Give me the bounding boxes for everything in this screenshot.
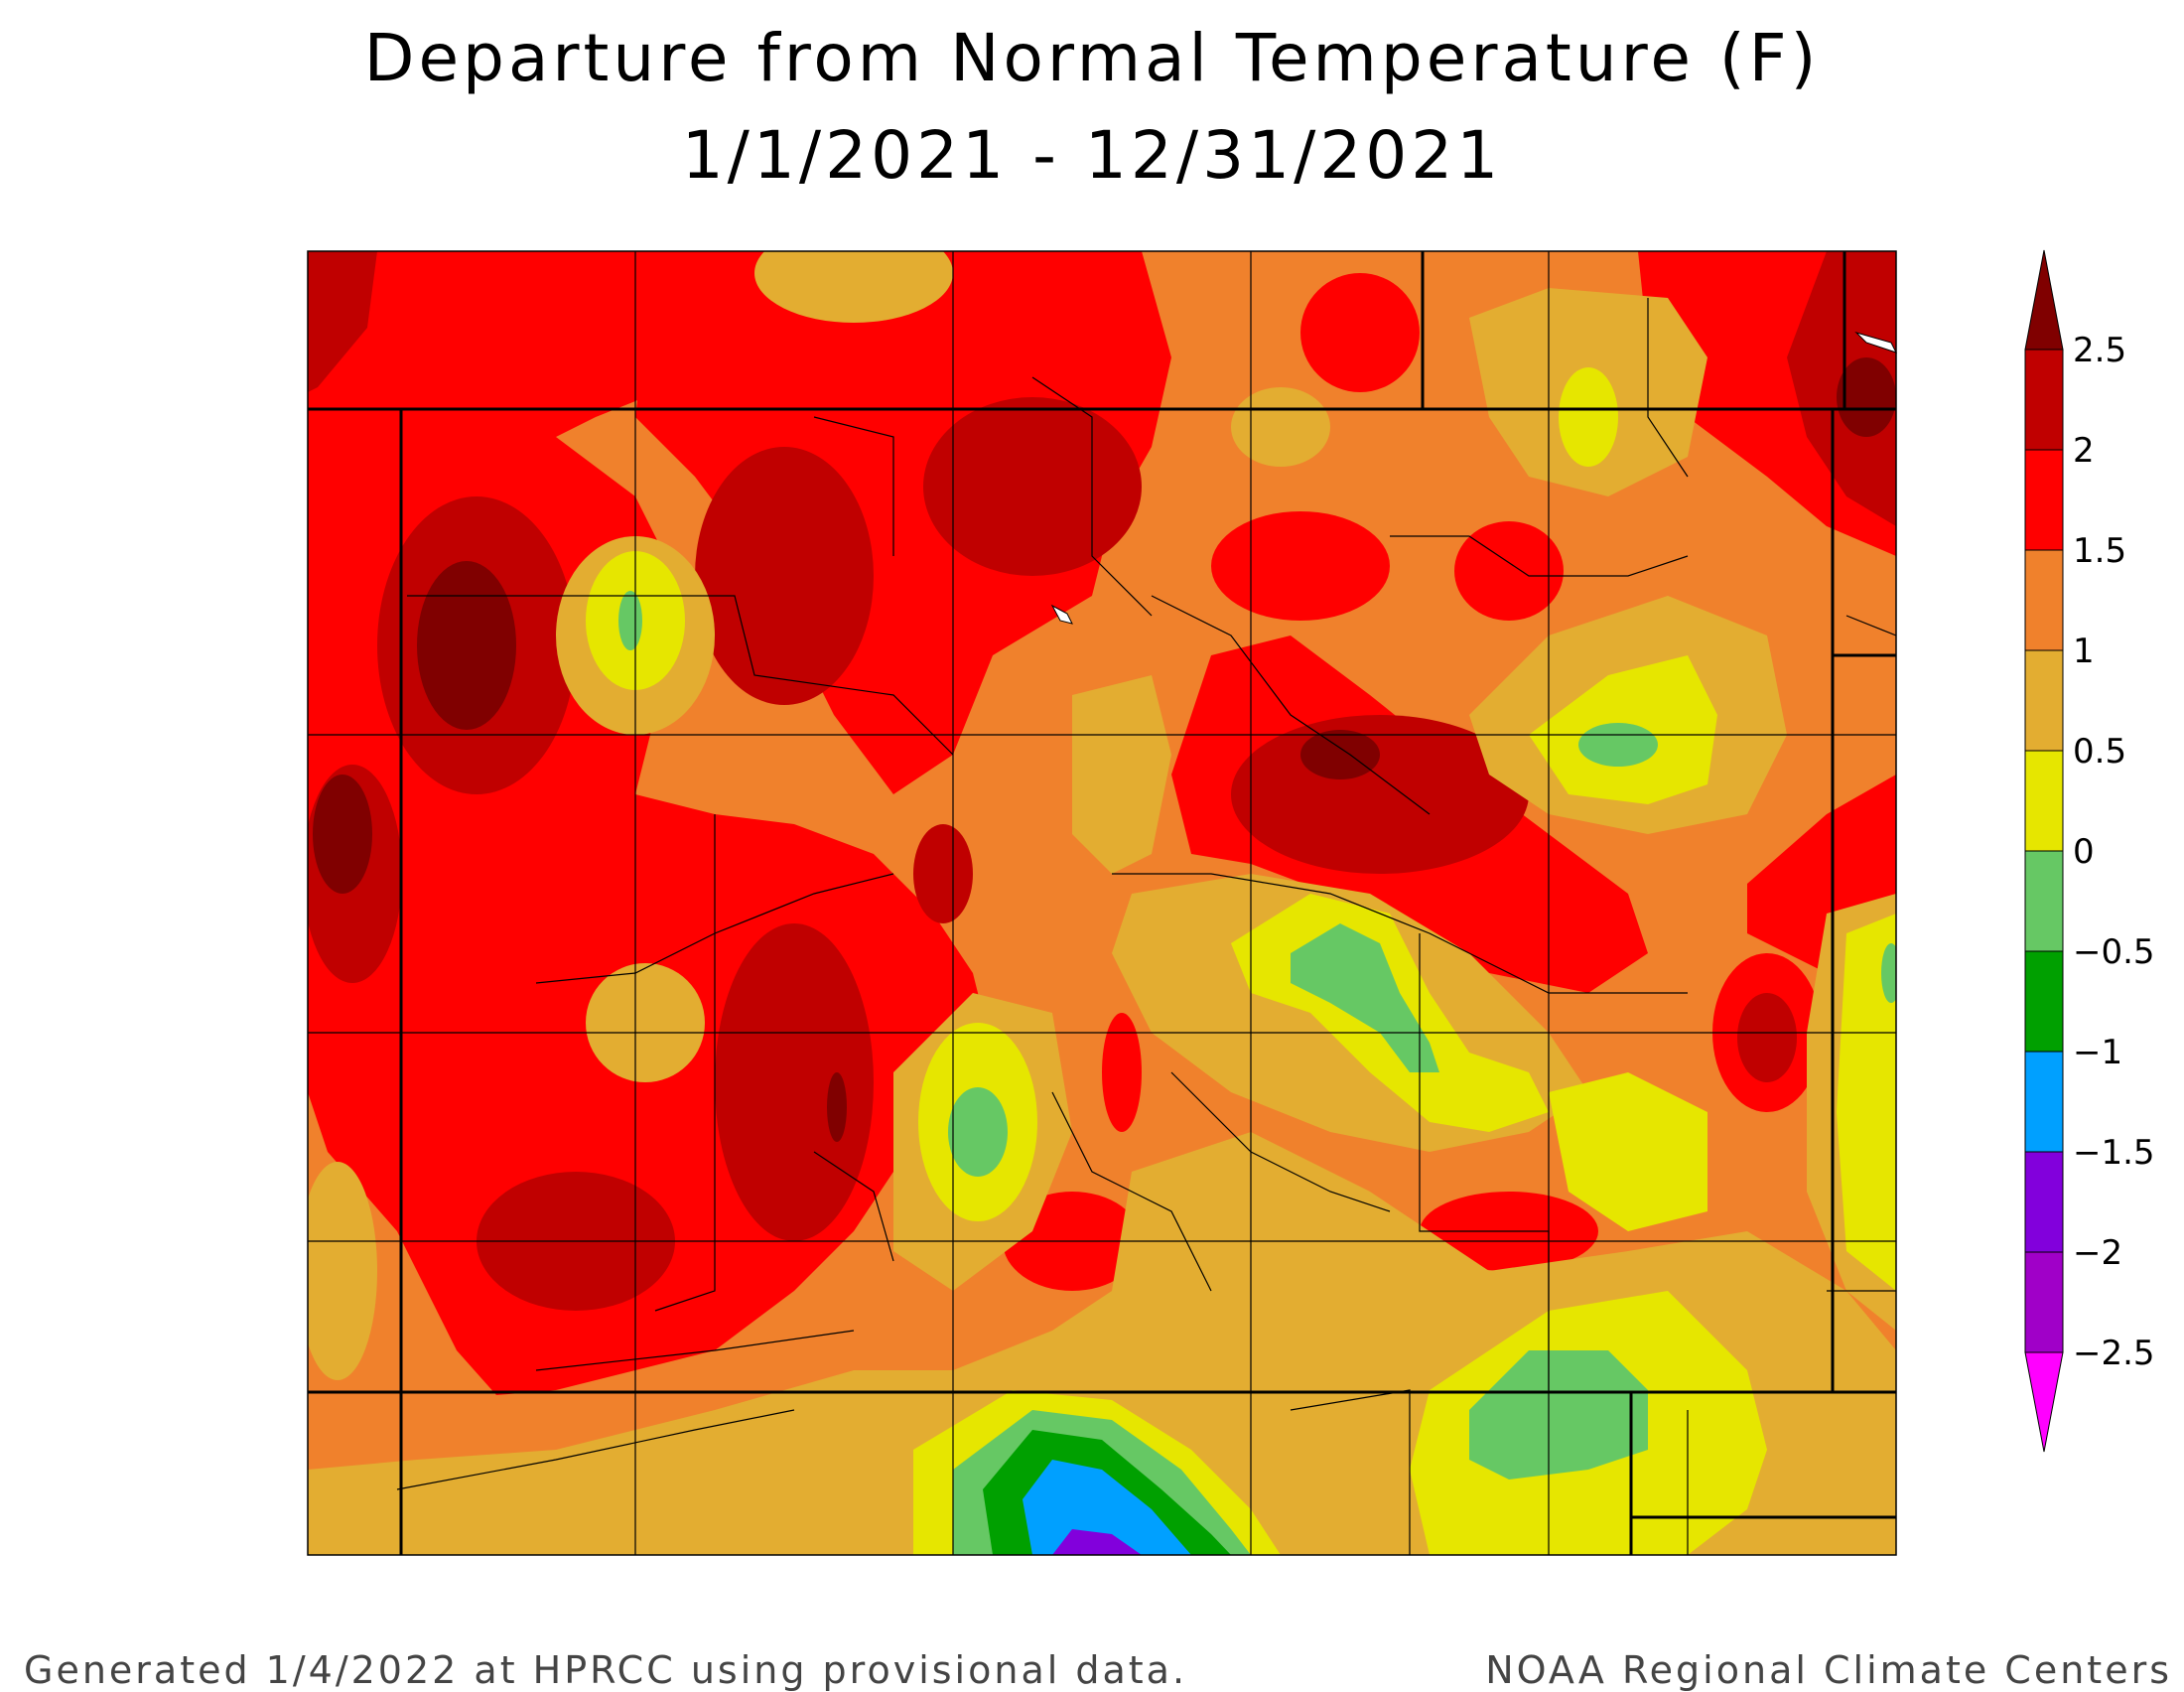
legend-swatch — [2024, 1151, 2064, 1253]
legend-label: 1 — [2073, 632, 2095, 671]
contour-light-green-far-east — [1881, 943, 1896, 1003]
contour-dark-red-mid — [913, 824, 973, 923]
legend-label: 1.5 — [2073, 531, 2126, 571]
contour-light-orange-far-west — [308, 1162, 377, 1380]
boundary-lines — [307, 250, 1897, 1556]
lake-shape — [1050, 604, 1073, 625]
contour-light-green-sw — [948, 1087, 1008, 1177]
footer-generated-note: Generated 1/4/2022 at HPRCC using provis… — [24, 1648, 1188, 1692]
legend-swatch — [2024, 549, 2064, 651]
contour-purple-south — [1052, 1529, 1142, 1555]
contour-red-streak — [1102, 1013, 1142, 1132]
map-frame — [307, 250, 1897, 1556]
contour-light-orange-north — [754, 251, 953, 323]
contour-light-green-nw — [618, 591, 642, 650]
state-lines — [308, 251, 1896, 1555]
legend-swatch — [2024, 750, 2064, 852]
contour-red-east-blob — [1454, 521, 1564, 621]
legend-label: −0.5 — [2073, 932, 2155, 972]
contour-light-green-east — [1578, 723, 1658, 767]
legend-swatch — [2024, 449, 2064, 551]
legend-label: −1 — [2073, 1033, 2122, 1072]
county-lines — [308, 251, 1897, 1555]
legend-swatch — [2024, 850, 2064, 952]
contour-darkest-nw — [417, 561, 516, 730]
legend-labels: 2.5 2 1.5 1 0.5 0 −0.5 −1 −1.5 −2 −2.5 — [2073, 331, 2155, 1373]
contour-red-north — [635, 251, 1171, 794]
contour-darkest-ne — [1837, 357, 1896, 437]
map-date-range: 1/1/2021 - 12/31/2021 — [681, 117, 1503, 194]
contour-dark-red-north2 — [923, 397, 1142, 576]
legend-arrow-bottom — [2024, 1351, 2064, 1453]
legend-label: 0.5 — [2073, 732, 2126, 772]
legend-label: −2 — [2073, 1233, 2122, 1273]
contour-red-central-blob — [1211, 511, 1390, 621]
contour-darkest-west — [313, 775, 372, 894]
legend-label: 2 — [2073, 431, 2095, 471]
contour-light-orange-ne-blob — [1231, 387, 1330, 467]
contour-light-green-south — [1469, 1350, 1648, 1480]
lake-shape-ne — [1854, 331, 1897, 353]
contour-blue-south — [1023, 1460, 1191, 1555]
legend-label: 2.5 — [2073, 331, 2126, 370]
contour-dark-red-nw-corner — [308, 251, 377, 392]
contour-dark-red-north — [695, 447, 874, 705]
legend-label: 0 — [2073, 832, 2095, 872]
legend-colorbar — [2024, 249, 2064, 1453]
contour-yellow-far-se — [1837, 914, 1896, 1291]
legend-swatch — [2024, 349, 2064, 451]
contour-yellow-ne — [1559, 367, 1618, 467]
contour-light-orange-mid — [1072, 675, 1171, 874]
contour-yellow-se — [1549, 1072, 1707, 1231]
legend-label: −2.5 — [2073, 1334, 2155, 1373]
legend-swatch — [2024, 1251, 2064, 1353]
legend-swatch — [2024, 1051, 2064, 1153]
contour-dark-red-sw — [715, 923, 874, 1241]
contour-darkest-sw — [827, 1072, 847, 1142]
contour-dark-red-se — [1737, 993, 1797, 1082]
contour-red-ne-blob — [1300, 273, 1420, 392]
contour-darkest-central — [1300, 730, 1380, 779]
footer-source: NOAA Regional Climate Centers — [1485, 1648, 2172, 1692]
legend-label: −1.5 — [2073, 1133, 2155, 1173]
contour-light-orange-west-mid — [586, 963, 705, 1082]
legend-arrow-top — [2024, 249, 2064, 351]
legend-swatch — [2024, 950, 2064, 1053]
map-title: Departure from Normal Temperature (F) — [363, 20, 1821, 96]
legend-swatch — [2024, 649, 2064, 752]
contour-layer — [308, 251, 1896, 1555]
contour-light-green-central — [1291, 923, 1439, 1072]
